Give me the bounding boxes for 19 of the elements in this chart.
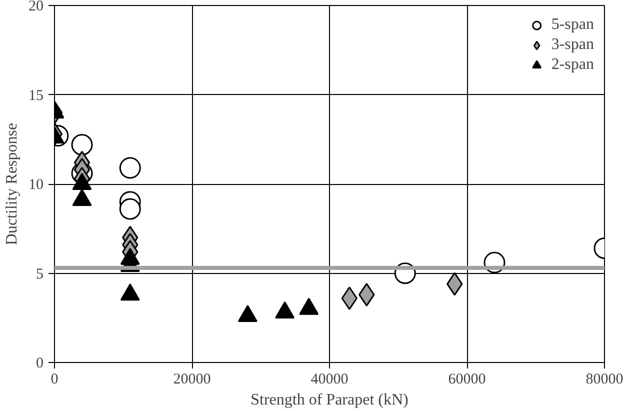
point (119, 198, 141, 220)
y-tick-label: 0 (36, 356, 44, 372)
point (119, 157, 141, 179)
legend-label: 3-span (551, 36, 594, 54)
y-tick-label: 20 (28, 0, 44, 14)
x-tick-label: 80000 (586, 372, 624, 388)
legend-label: 2-span (551, 56, 594, 74)
y-axis-title: Ductility Response (4, 122, 20, 246)
point (71, 134, 93, 156)
x-tick-label: 40000 (310, 372, 348, 388)
y-tick-label: 5 (36, 266, 44, 282)
point (341, 286, 358, 310)
x-tick-label: 60000 (448, 372, 486, 388)
y-tick-label: 15 (28, 88, 44, 104)
x-tick-label: 20000 (173, 372, 211, 388)
x-axis-title: Strength of Parapet (kN) (250, 392, 408, 408)
legend-label: 5-span (551, 16, 594, 34)
x-tick-label: 0 (50, 372, 58, 388)
y-tick-label: 10 (28, 177, 44, 193)
